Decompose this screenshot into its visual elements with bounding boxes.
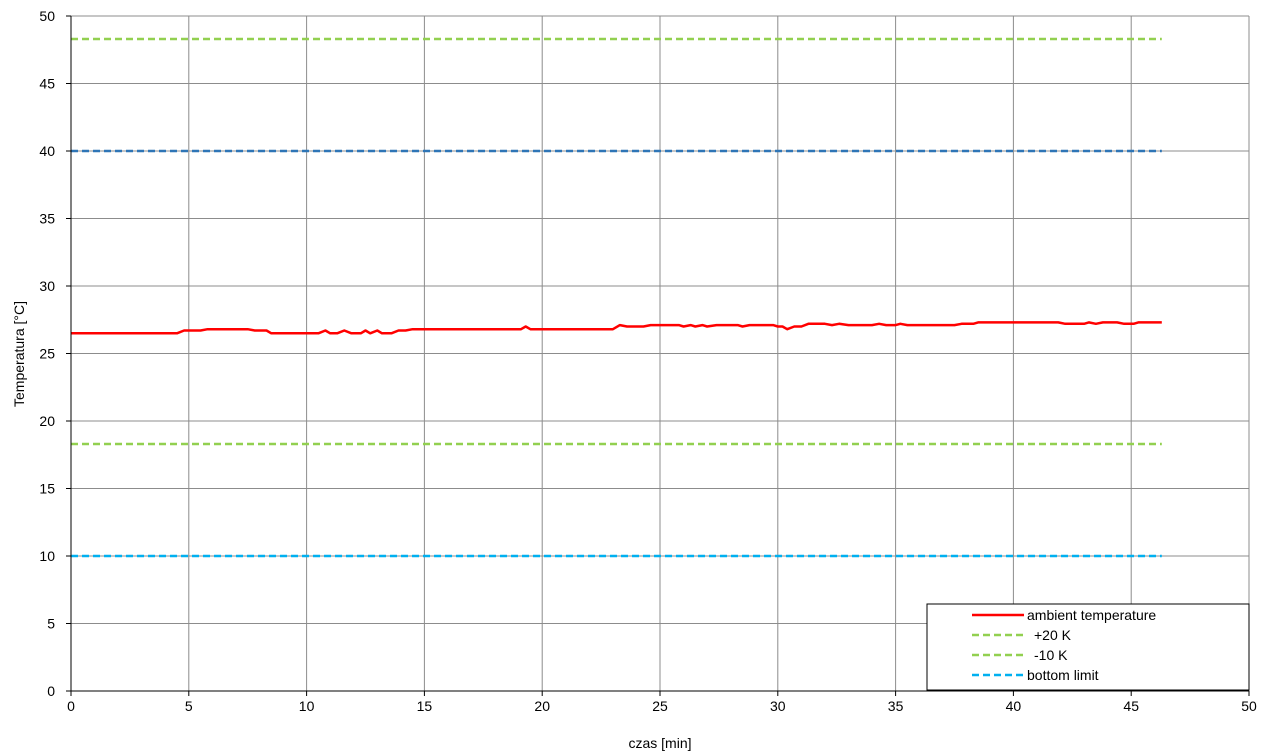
x-tick-label: 30 [770,698,786,714]
y-tick-label: 0 [47,683,55,699]
y-tick-label: 25 [39,346,55,362]
x-tick-label: 0 [67,698,75,714]
y-tick-label: 10 [39,548,55,564]
legend-box [926,603,1250,691]
grid [70,15,1250,692]
x-tick-label: 25 [652,698,668,714]
y-tick-label: 40 [39,143,55,159]
x-tick-label: 10 [299,698,315,714]
legend-label: ambient temperature [1027,607,1156,623]
x-tick-label: 40 [1006,698,1022,714]
y-tick-label: 15 [39,481,55,497]
x-tick-label: 15 [417,698,433,714]
x-axis-title: czas [min] [628,735,691,751]
series-layer [71,37,1162,558]
y-tick-label: 30 [39,278,55,294]
legend-label: -10 K [1034,647,1068,663]
tick-labels: 0 5 10 15 20 25 30 35 40 45 50 0 5 10 15 20 25 30 35 40 45 50 [39,8,1257,714]
y-tick-label: 45 [39,76,55,92]
axes [66,15,1250,696]
legend: ambient temperature +20 K -10 K bottom limi… [926,603,1250,691]
y-tick-label: 35 [39,211,55,227]
x-tick-label: 45 [1123,698,1139,714]
x-tick-label: 5 [185,698,193,714]
x-tick-label: 50 [1241,698,1257,714]
legend-items: ambient temperature +20 K -10 K bottom limi… [972,607,1156,683]
y-axis-title: Temperatura [°C] [11,301,27,407]
x-tick-label: 35 [888,698,904,714]
y-tick-label: 5 [47,616,55,632]
y-tick-label: 20 [39,413,55,429]
y-tick-label: 50 [39,8,55,24]
x-tick-label: 20 [534,698,550,714]
legend-label: +20 K [1034,627,1072,643]
series-line-0 [71,321,1162,335]
legend-label: bottom limit [1027,667,1099,683]
